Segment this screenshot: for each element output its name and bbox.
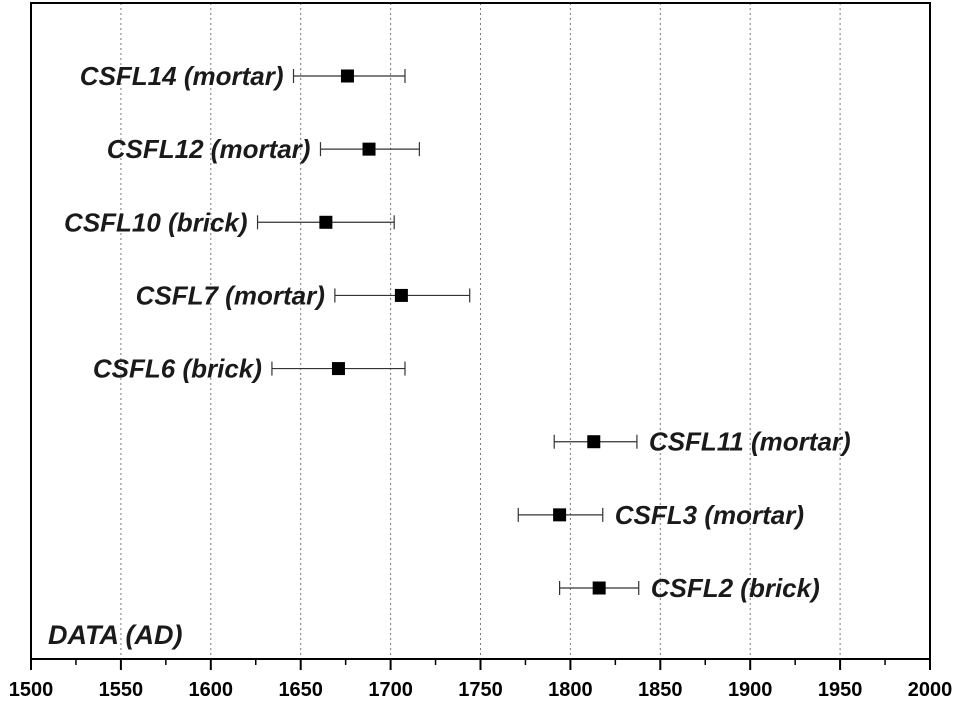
- x-tick-label: 1700: [368, 679, 413, 701]
- x-tick-label: 1600: [189, 679, 234, 701]
- point-label: CSFL2 (brick): [651, 573, 820, 603]
- x-axis: 1500 1550 1600 1650 1700 1750 1800 1850 1900 1950…: [9, 659, 953, 701]
- point-label: CSFL10 (brick): [64, 207, 248, 237]
- point-label: CSFL14 (mortar): [80, 61, 284, 91]
- x-tick-label: 1750: [458, 679, 503, 701]
- point-marker: [592, 581, 606, 595]
- grid-lines: [120, 3, 841, 659]
- x-tick-label: 1900: [728, 679, 773, 701]
- data-point: CSFL2 (brick): [559, 573, 820, 603]
- point-label: CSFL11 (mortar): [649, 427, 851, 457]
- point-label: CSFL6 (brick): [93, 354, 262, 384]
- point-marker: [340, 69, 354, 83]
- data-point: CSFL12 (mortar): [107, 134, 420, 164]
- x-tick-label: 1650: [278, 679, 323, 701]
- data-point: CSFL10 (brick): [64, 207, 395, 237]
- point-label: CSFL12 (mortar): [107, 134, 311, 164]
- point-marker: [553, 508, 567, 522]
- data-point: CSFL3 (mortar): [517, 500, 804, 530]
- point-marker: [319, 215, 333, 229]
- point-marker: [394, 288, 408, 302]
- x-tick-label: 1850: [638, 679, 683, 701]
- point-marker: [362, 142, 376, 156]
- data-point: CSFL11 (mortar): [553, 427, 851, 457]
- x-tick-label: 1800: [548, 679, 593, 701]
- data-point: CSFL7 (mortar): [136, 280, 471, 310]
- point-label: CSFL7 (mortar): [136, 280, 325, 310]
- data-points: CSFL14 (mortar) CSFL12 (mortar) CSFL10 (br…: [64, 61, 851, 603]
- x-tick-label: 1950: [818, 679, 863, 701]
- data-point: CSFL14 (mortar): [80, 61, 406, 91]
- point-label: CSFL3 (mortar): [615, 500, 804, 530]
- point-marker: [331, 362, 345, 376]
- x-tick-label: 1500: [9, 679, 54, 701]
- plot-frame: [30, 2, 931, 660]
- x-tick-label: 1550: [99, 679, 144, 701]
- x-tick-label: 2000: [908, 679, 953, 701]
- annotation-label: DATA (AD): [48, 620, 182, 650]
- point-marker: [587, 435, 601, 449]
- data-point: CSFL6 (brick): [93, 354, 406, 384]
